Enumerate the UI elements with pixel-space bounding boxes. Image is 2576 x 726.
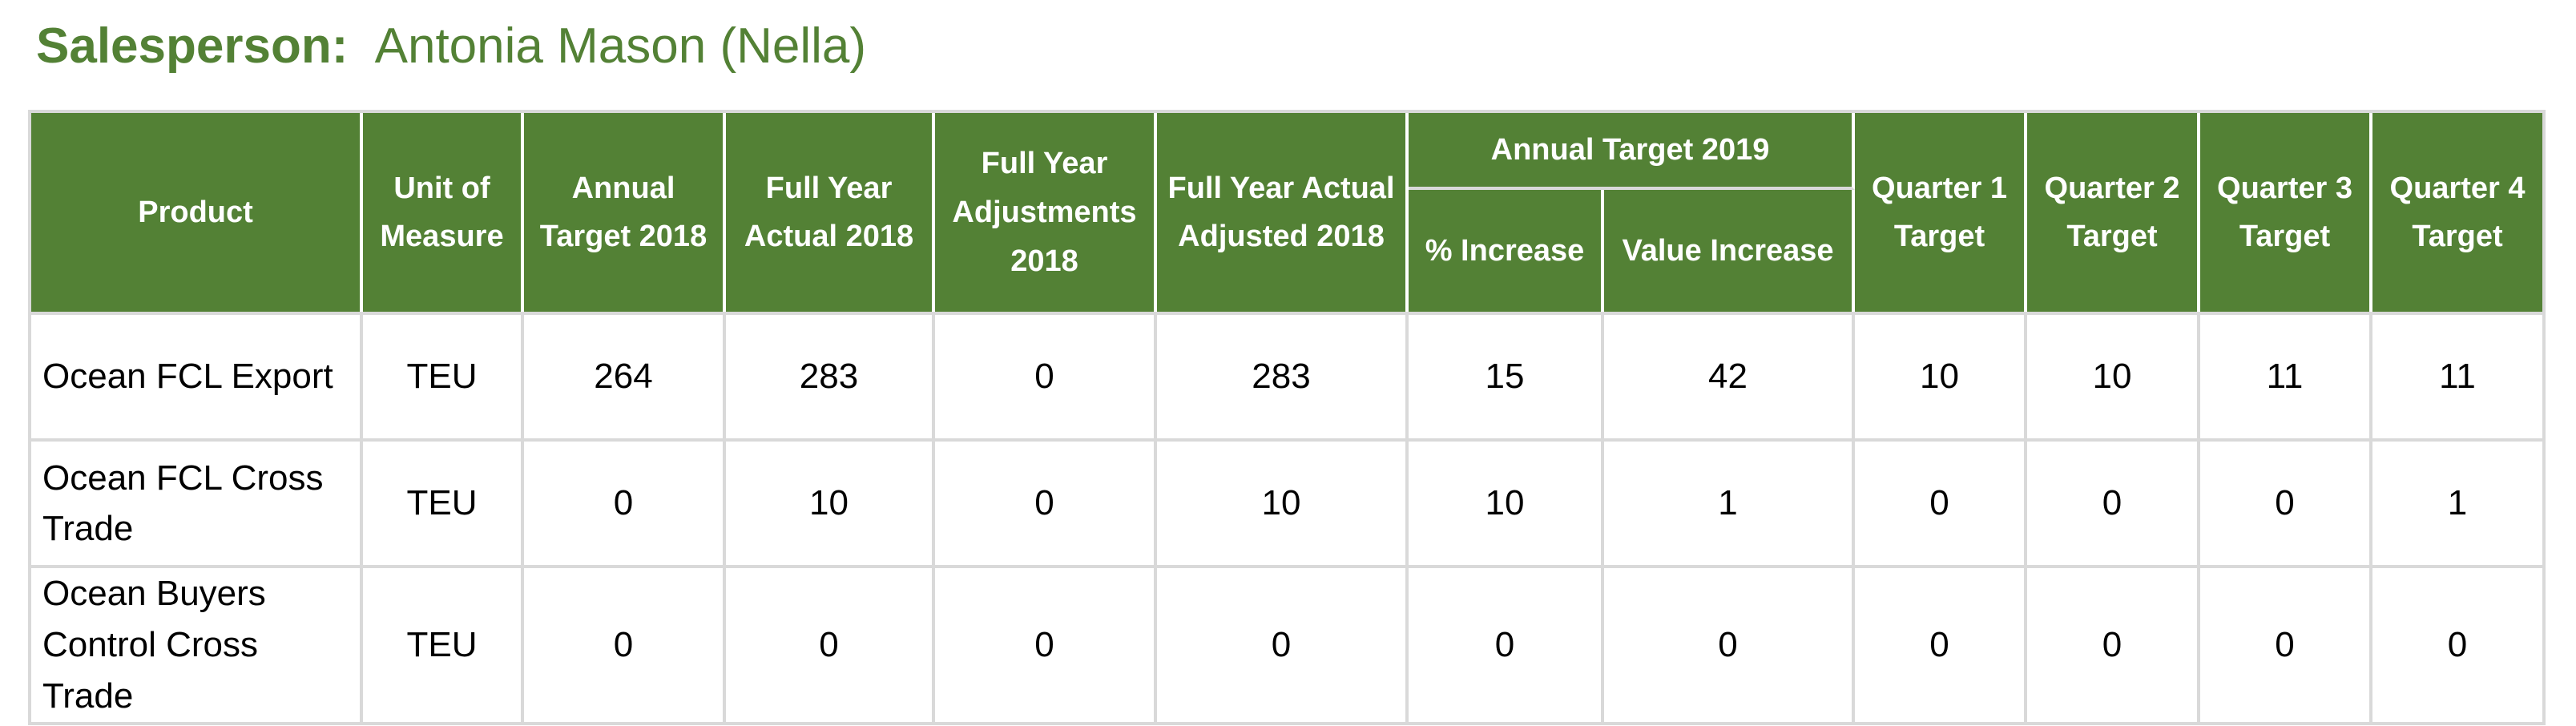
cell-value-increase: 1 — [1604, 438, 1856, 566]
cell-q1-target: 0 — [1855, 438, 2028, 566]
col-header-annual-target-2018: Annual Target 2018 — [524, 113, 726, 313]
cell-fy-adjustments-2018: 0 — [935, 565, 1157, 722]
cell-q3-target: 0 — [2200, 565, 2373, 722]
cell-value-increase: 42 — [1604, 312, 1856, 439]
cell-fy-actual-adjusted-2018: 0 — [1157, 565, 1409, 722]
cell-pct-increase: 15 — [1409, 312, 1604, 439]
col-header-pct-increase: % Increase — [1409, 190, 1604, 313]
col-header-product: Product — [31, 113, 363, 313]
col-header-full-year-adjustments-2018: Full Year Adjustments 2018 — [935, 113, 1157, 313]
cell-fy-adjustments-2018: 0 — [935, 438, 1157, 566]
col-header-quarter-1-target: Quarter 1 Target — [1855, 113, 2028, 313]
cell-q4-target: 0 — [2372, 565, 2543, 722]
cell-fy-adjustments-2018: 0 — [935, 312, 1157, 439]
col-header-quarter-3-target: Quarter 3 Target — [2200, 113, 2373, 313]
cell-annual-target-2018: 0 — [524, 565, 726, 722]
cell-q3-target: 0 — [2200, 438, 2373, 566]
salesperson-name: Antonia Mason (Nella) — [374, 18, 867, 74]
cell-fy-actual-2018: 10 — [726, 438, 935, 566]
cell-pct-increase: 10 — [1409, 438, 1604, 566]
col-header-quarter-4-target: Quarter 4 Target — [2372, 113, 2543, 313]
col-header-full-year-actual-2018: Full Year Actual 2018 — [726, 113, 935, 313]
cell-unit-of-measure: TEU — [363, 565, 524, 722]
cell-q1-target: 0 — [1855, 565, 2028, 722]
group-header-annual-target-2019: Annual Target 2019 — [1409, 113, 1856, 191]
col-header-full-year-actual-adjusted-2018: Full Year Actual Adjusted 2018 — [1157, 113, 1409, 313]
table-row: Ocean Buyers Control Cross Trade TEU 0 0… — [31, 565, 2543, 722]
cell-annual-target-2018: 0 — [524, 438, 726, 566]
cell-q3-target: 11 — [2200, 312, 2373, 439]
cell-fy-actual-2018: 283 — [726, 312, 935, 439]
cell-q2-target: 0 — [2027, 565, 2201, 722]
cell-annual-target-2018: 264 — [524, 312, 726, 439]
col-header-quarter-2-target: Quarter 2 Target — [2027, 113, 2201, 313]
cell-value-increase: 0 — [1604, 565, 1856, 722]
cell-unit-of-measure: TEU — [363, 312, 524, 439]
table-row: Ocean FCL Cross Trade TEU 0 10 0 10 10 1… — [31, 438, 2543, 566]
cell-product: Ocean Buyers Control Cross Trade — [31, 565, 363, 722]
col-header-unit-of-measure: Unit of Measure — [363, 113, 524, 313]
cell-q1-target: 10 — [1855, 312, 2028, 439]
targets-table: Product Unit of Measure Annual Target 20… — [28, 110, 2546, 725]
cell-product: Ocean FCL Export — [31, 312, 363, 439]
cell-q4-target: 1 — [2372, 438, 2543, 566]
cell-fy-actual-adjusted-2018: 10 — [1157, 438, 1409, 566]
cell-q4-target: 11 — [2372, 312, 2543, 439]
table-row: Ocean FCL Export TEU 264 283 0 283 15 42… — [31, 312, 2543, 439]
salesperson-label: Salesperson: — [36, 18, 349, 74]
cell-q2-target: 10 — [2027, 312, 2201, 439]
cell-unit-of-measure: TEU — [363, 438, 524, 566]
cell-q2-target: 0 — [2027, 438, 2201, 566]
cell-fy-actual-adjusted-2018: 283 — [1157, 312, 1409, 439]
salesperson-title: Salesperson: Antonia Mason (Nella) — [36, 18, 2576, 75]
cell-product: Ocean FCL Cross Trade — [31, 438, 363, 566]
cell-fy-actual-2018: 0 — [726, 565, 935, 722]
cell-pct-increase: 0 — [1409, 565, 1604, 722]
col-header-value-increase: Value Increase — [1604, 190, 1856, 313]
